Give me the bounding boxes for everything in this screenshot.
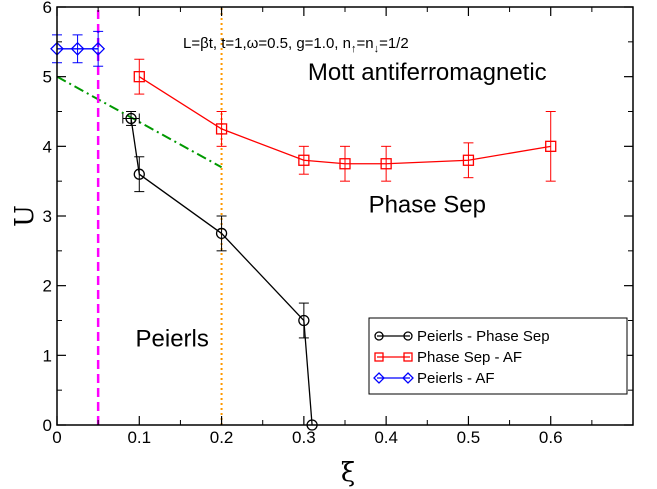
parameters-text: L=βt, t=1,ω=0.5, g=1.0, n↑=n↓=1/2	[183, 35, 409, 55]
x-tick-label: 0.5	[457, 428, 481, 447]
x-tick-label: 0.3	[292, 428, 316, 447]
x-axis-title: ξ	[341, 458, 355, 488]
data-point	[133, 71, 145, 83]
region-label: Peierls	[136, 325, 209, 352]
y-tick-label: 0	[43, 416, 52, 435]
data-point	[215, 227, 228, 240]
data-point	[133, 168, 145, 180]
x-tick-label: 0.4	[374, 428, 398, 447]
y-axis-title: U	[10, 205, 40, 227]
region-label: Mott antiferromagnetic	[308, 59, 547, 86]
data-point	[462, 154, 475, 166]
region-label: Phase Sep	[369, 192, 486, 219]
params-suffix: =1/2	[379, 35, 409, 52]
y-tick-label: 5	[43, 68, 52, 87]
y-tick-label: 2	[43, 277, 52, 296]
data-point	[298, 154, 310, 166]
data-point	[70, 41, 85, 56]
y-tick-label: 6	[43, 0, 52, 17]
legend-label: Phase Sep - AF	[417, 349, 522, 366]
data-point	[339, 158, 351, 170]
x-tick-label: 0.6	[539, 428, 563, 447]
params-mid: =n	[356, 35, 373, 52]
legend-label: Peierls - AF	[417, 370, 495, 387]
data-point	[403, 331, 413, 341]
series	[122, 111, 318, 431]
legend: Peierls - Phase Sep Phase Sep - AF Peierls…	[368, 317, 628, 395]
params-prefix: L=βt, t=1,ω=0.5, g=1.0, n	[183, 35, 351, 52]
region-labels: Mott antiferromagnetic Phase Sep Peierls	[136, 59, 547, 352]
y-tick-label: 1	[43, 346, 52, 365]
data-point	[215, 123, 228, 135]
x-tick-label: 0	[52, 428, 61, 447]
data-point	[403, 352, 413, 362]
x-tick-label: 0.1	[127, 428, 151, 447]
series-layer	[50, 30, 557, 431]
params-down-arrow: ↓	[374, 43, 380, 55]
series	[133, 58, 557, 182]
y-tick-label: 4	[43, 137, 52, 156]
axis-ticks: 0 0.1 0.2 0.3 0.4 0.5 0.6 0 1 2 3 4 5 6	[43, 0, 633, 447]
data-point	[298, 314, 310, 327]
data-point	[373, 372, 385, 384]
params-up-arrow: ↑	[351, 43, 357, 55]
data-point	[402, 372, 414, 384]
data-point	[374, 331, 384, 341]
series	[50, 30, 106, 67]
data-point	[91, 41, 106, 56]
data-point	[380, 158, 392, 170]
y-tick-label: 3	[43, 207, 52, 226]
data-point	[125, 112, 137, 125]
x-tick-label: 0.2	[210, 428, 234, 447]
data-point	[374, 352, 384, 362]
legend-label: Peierls - Phase Sep	[417, 328, 550, 345]
data-point	[545, 140, 557, 152]
legend-items: Peierls - Phase Sep Phase Sep - AF Peierls…	[373, 328, 550, 387]
